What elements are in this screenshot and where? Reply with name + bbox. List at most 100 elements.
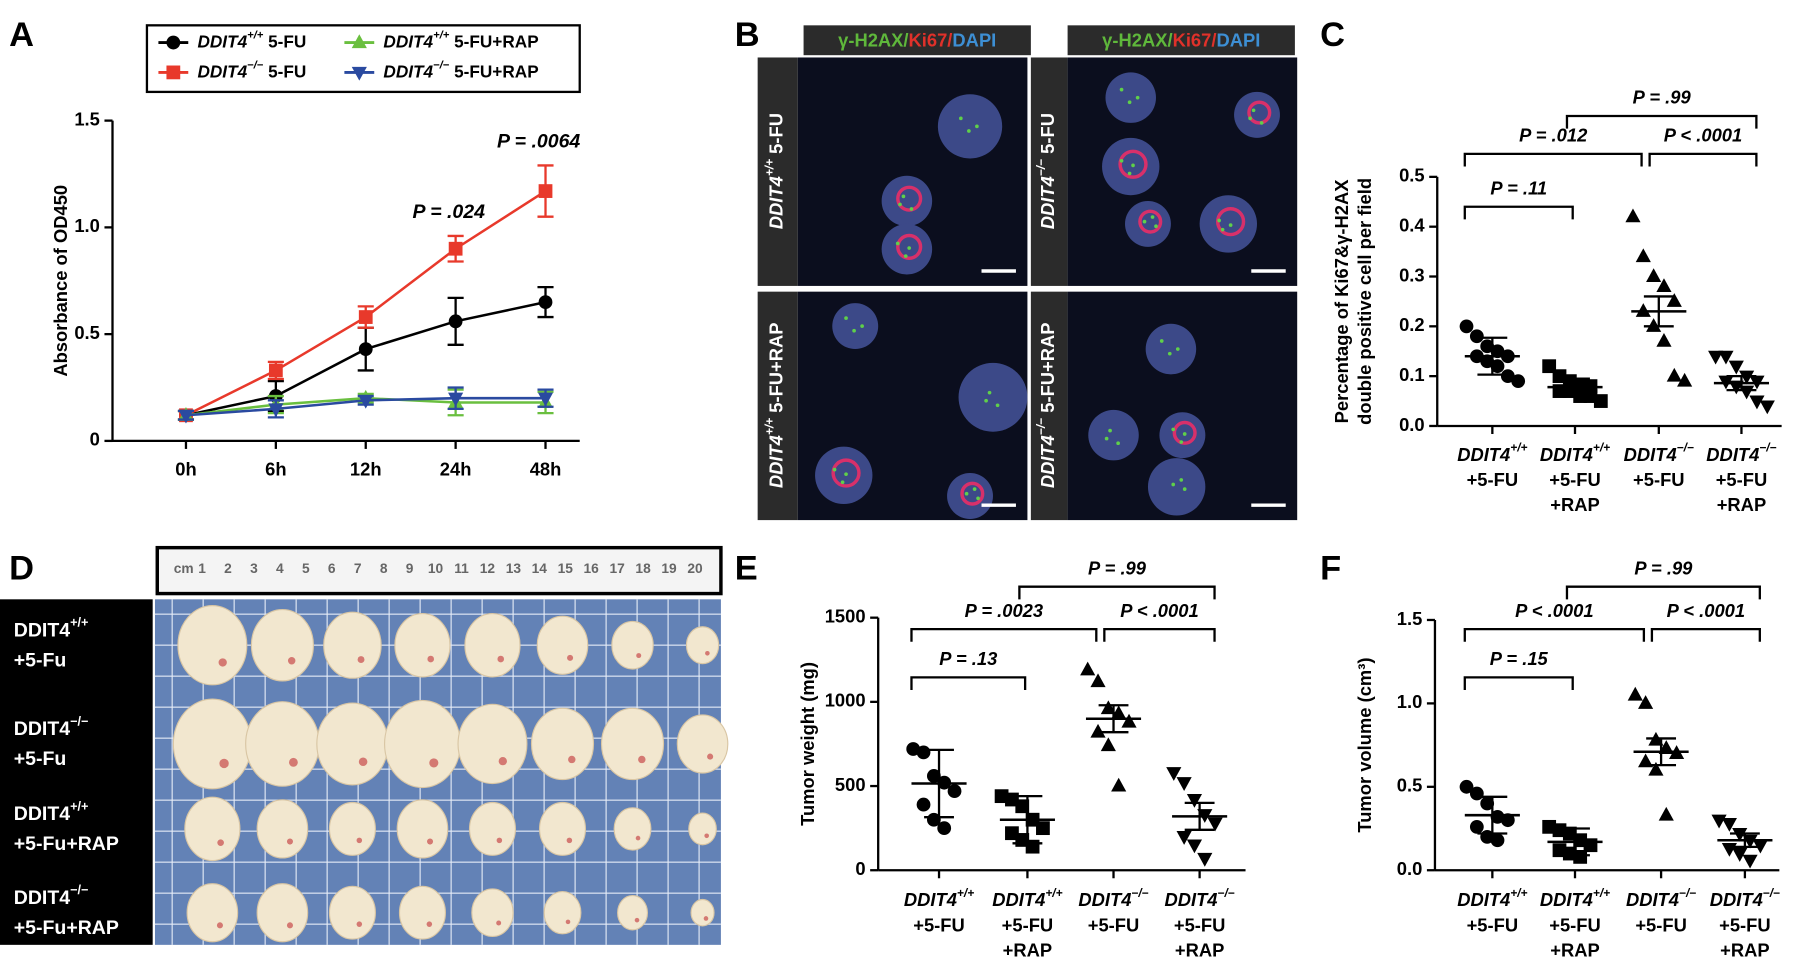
h2ax-focus bbox=[895, 241, 900, 246]
h2ax-focus bbox=[909, 207, 914, 211]
ruler-label: 9 bbox=[406, 561, 414, 576]
h2ax-focus bbox=[1182, 432, 1187, 436]
tumor-spot bbox=[356, 837, 363, 844]
x-tick-label: 0h bbox=[175, 459, 196, 480]
x-tick-label: DDIT4−/− bbox=[1624, 441, 1694, 465]
data-point bbox=[1677, 372, 1693, 387]
y-tick-label: 1.5 bbox=[1397, 608, 1423, 629]
y-tick-label: 0 bbox=[855, 858, 865, 879]
h2ax-focus bbox=[1116, 441, 1120, 446]
tumor-spot bbox=[498, 757, 507, 766]
y-tick-label: 1000 bbox=[825, 690, 866, 711]
data-point bbox=[1111, 777, 1127, 792]
ruler-label: 8 bbox=[380, 561, 388, 576]
y-tick-label: 0.5 bbox=[1399, 165, 1425, 186]
y-tick-label: 0.5 bbox=[1397, 775, 1423, 796]
bracket-label: P < .0001 bbox=[1664, 125, 1742, 146]
data-point bbox=[926, 769, 941, 783]
data-point bbox=[1090, 723, 1106, 738]
h2ax-focus bbox=[1154, 224, 1158, 229]
tumor bbox=[328, 801, 376, 856]
x-tick-label: 24h bbox=[440, 459, 472, 480]
h2ax-focus bbox=[984, 398, 988, 403]
bracket-label: P = .99 bbox=[1633, 87, 1692, 108]
tumor-spot bbox=[634, 917, 640, 923]
x-tick-label: +RAP bbox=[1175, 940, 1224, 961]
nucleus bbox=[937, 94, 1003, 159]
ruler-label: 4 bbox=[276, 561, 284, 576]
data-point bbox=[268, 363, 283, 378]
panel-letter: E bbox=[735, 550, 758, 588]
bracket bbox=[1463, 205, 1574, 220]
h2ax-focus bbox=[964, 491, 969, 496]
data-point bbox=[1490, 359, 1505, 374]
x-tick-label: +RAP bbox=[1003, 940, 1052, 961]
ki67-signal bbox=[1215, 206, 1246, 237]
bracket bbox=[1565, 114, 1758, 129]
legend-label: DDIT4−/− 5-FU bbox=[197, 59, 306, 80]
error-bar bbox=[1646, 737, 1677, 767]
bracket bbox=[1565, 585, 1761, 600]
y-axis-label: double positive cell per field bbox=[1354, 178, 1375, 425]
h2ax-focus bbox=[1171, 482, 1176, 487]
ki67-signal bbox=[896, 233, 923, 260]
data-point bbox=[1627, 686, 1643, 701]
ruler-label: 10 bbox=[428, 561, 444, 576]
panel-letter: F bbox=[1320, 550, 1341, 588]
row-label: +5-Fu+RAP bbox=[14, 833, 119, 855]
data-point bbox=[1186, 794, 1203, 808]
h2ax-focus bbox=[1220, 227, 1225, 232]
h2ax-focus bbox=[1179, 440, 1184, 444]
tumor-spot bbox=[426, 921, 433, 927]
x-tick-label: +5-FU bbox=[1002, 914, 1054, 935]
data-point bbox=[1480, 354, 1495, 369]
data-point bbox=[358, 342, 373, 356]
h2ax-focus bbox=[844, 316, 848, 320]
y-tick-label: 1.5 bbox=[74, 108, 100, 129]
label-strip bbox=[1030, 57, 1068, 286]
ruler-label: 14 bbox=[532, 561, 548, 576]
tumor bbox=[536, 615, 589, 675]
y-axis-label: Tumor volume (cm³) bbox=[1354, 658, 1375, 833]
tumor-spot bbox=[287, 657, 296, 665]
tumor-spot bbox=[568, 755, 576, 764]
data-point bbox=[1015, 799, 1030, 814]
nucleus bbox=[1159, 412, 1206, 459]
label-column bbox=[0, 599, 153, 945]
tumor bbox=[256, 799, 309, 859]
data-point bbox=[1511, 374, 1526, 389]
h2ax-focus bbox=[959, 116, 963, 121]
bracket bbox=[1648, 152, 1758, 167]
nucleus bbox=[958, 362, 1028, 432]
data-point bbox=[1186, 839, 1203, 854]
h2ax-focus bbox=[901, 194, 906, 199]
row-label: +5-Fu+RAP bbox=[14, 917, 119, 939]
h2ax-focus bbox=[975, 124, 979, 129]
h2ax-focus bbox=[1142, 219, 1147, 224]
channel-name: γ-H2AX/ bbox=[838, 29, 908, 50]
tumor-spot bbox=[566, 837, 573, 844]
tumor-spot bbox=[286, 838, 294, 845]
tumor-spot bbox=[705, 650, 710, 656]
y-tick-label: 0.1 bbox=[1399, 364, 1425, 385]
h2ax-focus bbox=[844, 472, 848, 477]
nucleus bbox=[1105, 72, 1156, 123]
tumor bbox=[172, 698, 252, 790]
panel-letter: B bbox=[735, 16, 760, 54]
ki67-signal bbox=[1247, 100, 1272, 125]
nucleus bbox=[947, 473, 993, 519]
error-bar bbox=[1560, 377, 1590, 397]
row-label: DDIT4−/− bbox=[14, 715, 89, 741]
bracket bbox=[1650, 628, 1761, 642]
h2ax-focus bbox=[967, 129, 971, 133]
nucleus bbox=[1145, 323, 1197, 375]
tumor bbox=[328, 885, 376, 940]
bracket-label: P = .11 bbox=[1490, 177, 1547, 198]
x-tick-label: 48h bbox=[530, 459, 562, 480]
legend-label: DDIT4+/+ 5-FU+RAP bbox=[383, 30, 538, 51]
ruler-label: 16 bbox=[584, 561, 600, 576]
tumor bbox=[688, 812, 717, 846]
data-point bbox=[448, 392, 464, 407]
data-point bbox=[1732, 848, 1748, 862]
x-tick-label: DDIT4+/+ bbox=[1540, 886, 1610, 910]
